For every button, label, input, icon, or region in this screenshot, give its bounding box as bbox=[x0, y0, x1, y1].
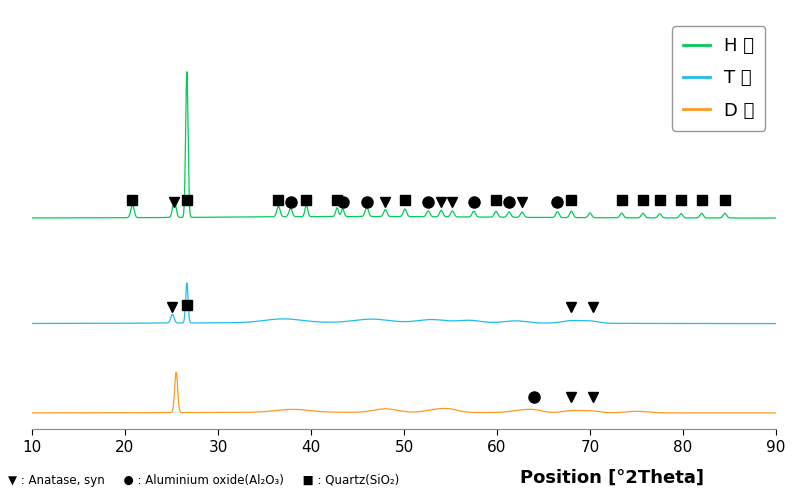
Text: ▼ : Anatase, syn     ● : Aluminium oxide(Al₂O₃)     ■ : Quartz(SiO₂): ▼ : Anatase, syn ● : Aluminium oxide(Al₂… bbox=[8, 474, 399, 487]
Legend: H 사, T 사, D 사: H 사, T 사, D 사 bbox=[672, 26, 766, 131]
Text: Position [°2Theta]: Position [°2Theta] bbox=[520, 469, 704, 487]
